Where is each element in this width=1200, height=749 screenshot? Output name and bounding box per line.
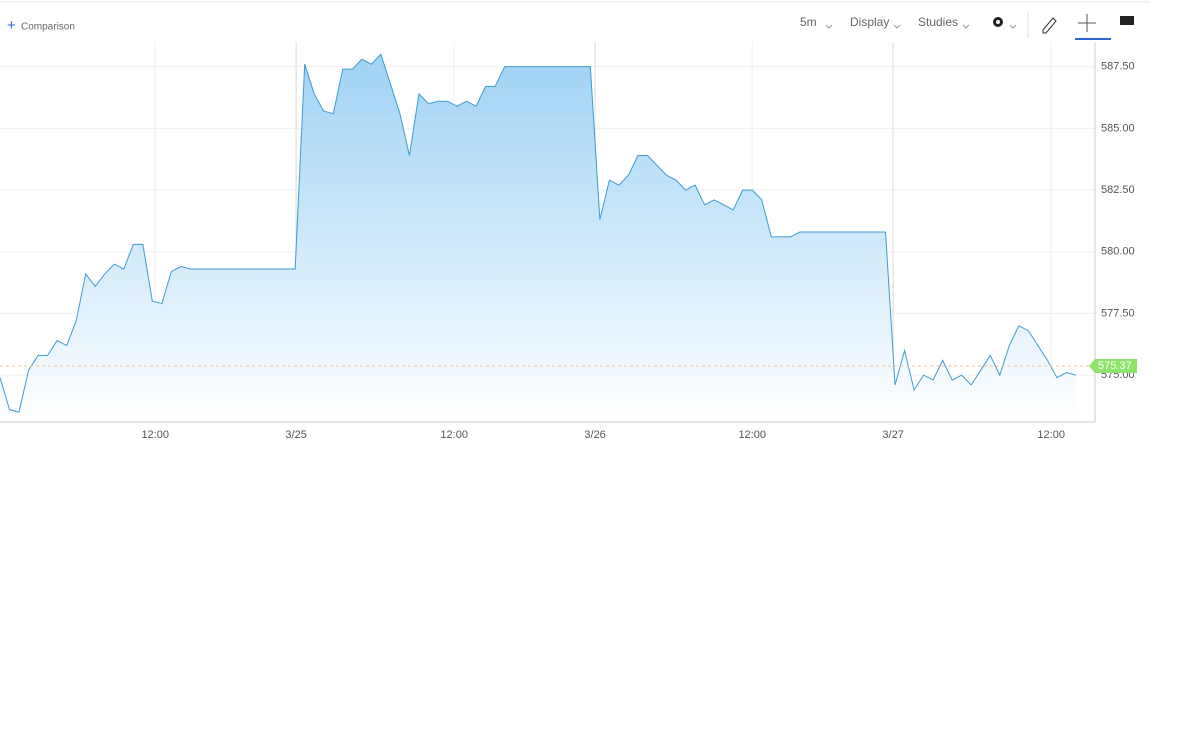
plus-icon[interactable]: + xyxy=(7,17,16,34)
comparison-button[interactable]: Comparison xyxy=(21,22,75,33)
y-tick-label: 587.50 xyxy=(1101,61,1135,73)
x-tick-label: 12:00 xyxy=(738,429,766,441)
x-tick-label: 3/27 xyxy=(882,429,903,441)
chevrons xyxy=(825,24,1017,29)
x-tick-label: 3/25 xyxy=(285,429,306,441)
crosshair-icon[interactable] xyxy=(1078,14,1096,32)
x-tick-label: 3/26 xyxy=(584,429,605,441)
x-tick-label: 12:00 xyxy=(1037,429,1065,441)
display-menu[interactable]: Display xyxy=(850,15,889,29)
y-tick-label: 580.00 xyxy=(1101,246,1135,258)
area-fill xyxy=(0,54,1076,423)
x-tick-label: 12:00 xyxy=(141,429,169,441)
last-price-tag xyxy=(1089,358,1137,373)
x-tick-label: 12:00 xyxy=(440,429,468,441)
y-tick-label: 577.50 xyxy=(1101,307,1135,319)
draw-icon[interactable] xyxy=(1042,17,1057,34)
studies-menu[interactable]: Studies xyxy=(918,15,958,29)
y-tick-label: 585.00 xyxy=(1101,122,1135,134)
last-price-label: 575.37 xyxy=(1098,360,1132,372)
settings-icon-hole xyxy=(996,20,1000,24)
y-tick-label: 582.50 xyxy=(1101,184,1135,196)
interval-menu[interactable]: 5m xyxy=(800,15,817,29)
info-icon[interactable] xyxy=(1120,16,1134,25)
price-line xyxy=(0,53,1077,413)
